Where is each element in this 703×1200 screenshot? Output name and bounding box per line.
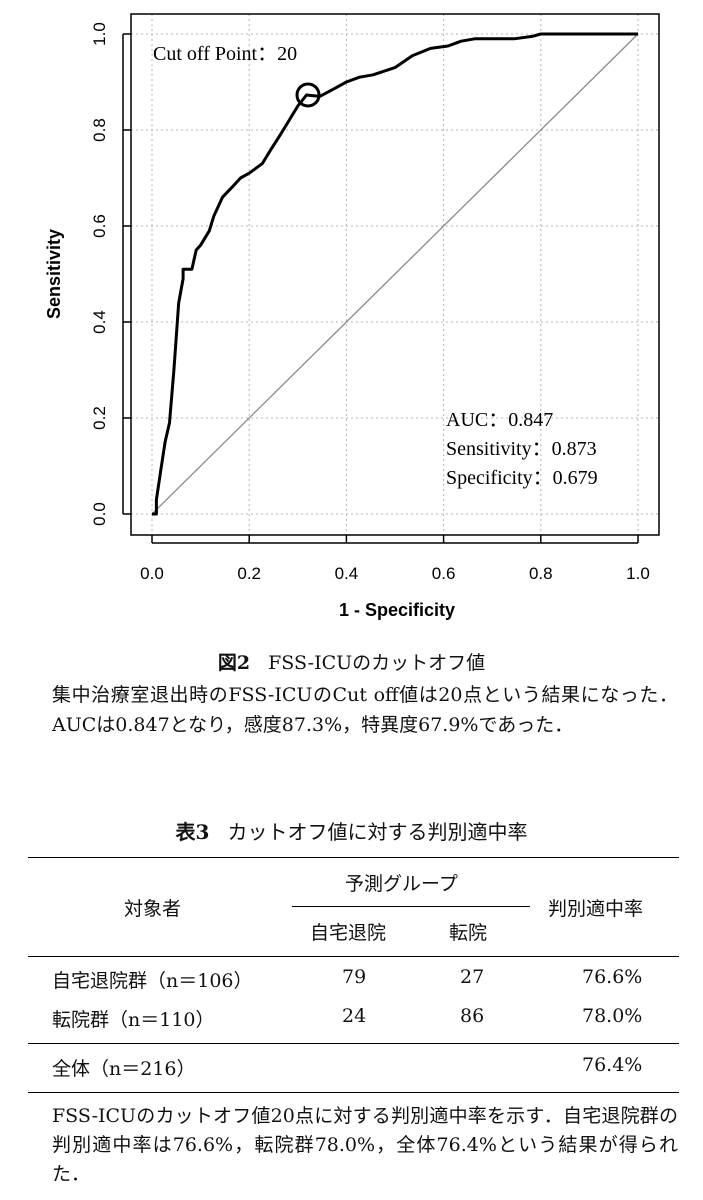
- figure-label: 図2: [217, 652, 251, 674]
- table-label: 表3: [175, 820, 210, 844]
- predicted-group-rule: [292, 906, 530, 907]
- row-home-value: 24: [342, 1005, 367, 1027]
- figure-title: FSS-ICUのカットオフ値: [268, 652, 486, 674]
- header-predicted-group: 予測グループ: [345, 873, 458, 895]
- row-name: 転院群（n＝110）: [52, 1009, 215, 1031]
- row-transfer-value: 86: [460, 1005, 485, 1027]
- figure-caption-title: 図2 FSS-ICUのカットオフ値: [0, 648, 703, 675]
- x-axis-label: 1 - Specificity: [339, 600, 455, 620]
- specificity-annotation: Specificity：0.679: [446, 467, 598, 489]
- x-tick-label: 1.0: [626, 564, 650, 583]
- header-accuracy: 判別適中率: [548, 898, 644, 920]
- y-tick-label: 0.0: [90, 502, 109, 526]
- roc-chart: 0.0 0.2 0.4 0.6 0.8 1.0 0.0 0.2 0.4 0.6 0.8 1.0 1 …: [44, 13, 660, 620]
- y-tick-label: 0.4: [90, 310, 109, 334]
- y-tick-label: 0.6: [90, 214, 109, 238]
- y-tick-label: 1.0: [90, 22, 109, 46]
- row-name: 自宅退院群（n＝106）: [52, 970, 253, 992]
- table-note: FSS-ICUのカットオフ値20点に対する判別適中率を示す．自宅退院群の判別適中…: [52, 1105, 678, 1185]
- header-bottom-rule: [28, 956, 679, 957]
- chance-diagonal: [151, 33, 639, 515]
- row-home-value: 79: [342, 966, 367, 988]
- x-axis: 0.0 0.2 0.4 0.6 0.8 1.0: [140, 535, 650, 583]
- y-tick-label: 0.8: [90, 118, 109, 142]
- x-tick-label: 0.2: [237, 564, 261, 583]
- header-home: 自宅退院: [310, 922, 387, 944]
- header-subject: 対象者: [124, 898, 182, 920]
- y-tick-label: 0.2: [90, 406, 109, 430]
- cutoff-annotation: Cut off Point：20: [153, 43, 297, 65]
- table-top-rule: [28, 857, 679, 858]
- row-accuracy-value: 76.6%: [582, 966, 643, 988]
- x-tick-label: 0.0: [140, 564, 164, 583]
- table-bottom-rule: [28, 1092, 679, 1093]
- x-tick-label: 0.6: [432, 564, 456, 583]
- row-accuracy-value: 78.0%: [582, 1005, 643, 1027]
- x-tick-label: 0.4: [335, 564, 359, 583]
- auc-annotation: AUC：0.847: [446, 409, 553, 431]
- plot-frame: [130, 13, 660, 536]
- cutoff-marker: [295, 82, 321, 108]
- row-transfer-value: 27: [460, 966, 485, 988]
- y-axis: 0.0 0.2 0.4 0.6 0.8 1.0: [90, 22, 131, 526]
- chart-grid: [131, 14, 659, 535]
- figure-caption: 集中治療室退出時のFSS-ICUのCut off値は20点という結果になった．A…: [52, 684, 678, 736]
- header-transfer: 転院: [449, 922, 488, 944]
- table-caption-title: 表3 カットオフ値に対する判別適中率: [0, 816, 703, 845]
- x-tick-label: 0.8: [529, 564, 553, 583]
- total-rule: [28, 1043, 679, 1044]
- roc-curve: [152, 32, 638, 516]
- table-title: カットオフ値に対する判別適中率: [227, 820, 528, 844]
- total-name: 全体（n＝216）: [52, 1058, 196, 1080]
- sensitivity-annotation: Sensitivity：0.873: [446, 438, 597, 460]
- y-axis-label: Sensitivity: [44, 229, 64, 319]
- total-accuracy-value: 76.4%: [582, 1054, 643, 1076]
